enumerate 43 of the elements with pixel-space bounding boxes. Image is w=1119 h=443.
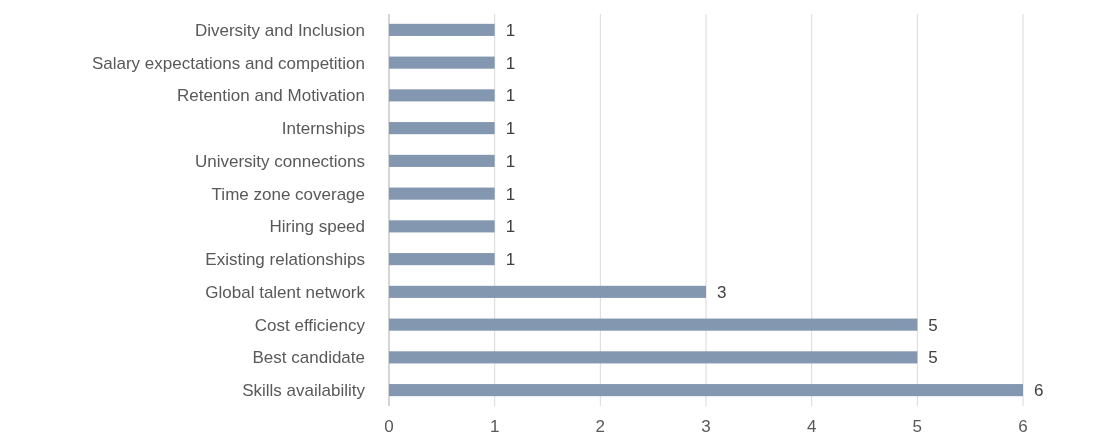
data-label: 1 xyxy=(505,217,516,237)
y-tick-label: Time zone coverage xyxy=(211,184,365,204)
data-label: 5 xyxy=(928,315,938,335)
bar xyxy=(389,351,918,364)
data-label: 1 xyxy=(505,53,516,73)
bar xyxy=(389,56,495,69)
data-label: 1 xyxy=(505,20,516,40)
y-tick-label: Internships xyxy=(281,119,365,139)
data-label: 6 xyxy=(1034,381,1044,401)
data-label: 1 xyxy=(505,119,516,139)
y-tick-label: Hiring speed xyxy=(269,217,365,237)
bar xyxy=(389,285,706,298)
y-tick-label: Diversity and Inclusion xyxy=(194,20,365,40)
y-tick-label: Retention and Motivation xyxy=(176,86,365,106)
data-label: 3 xyxy=(717,282,727,302)
y-tick-label: University connections xyxy=(194,151,365,171)
bar xyxy=(389,253,495,266)
bar xyxy=(389,187,495,200)
bar xyxy=(389,89,495,102)
y-tick-label: Existing relationships xyxy=(205,250,365,270)
y-tick-label: Salary expectations and competition xyxy=(91,53,365,73)
x-tick-label: 4 xyxy=(806,417,817,436)
data-label: 1 xyxy=(505,250,516,270)
data-label: 1 xyxy=(505,86,516,106)
bar xyxy=(389,154,495,167)
x-tick-label: 6 xyxy=(1018,417,1028,436)
y-tick-label: Best candidate xyxy=(252,348,365,368)
data-label: 1 xyxy=(505,151,516,171)
bar xyxy=(389,122,495,135)
x-tick-label: 0 xyxy=(384,417,394,436)
y-tick-label: Global talent network xyxy=(205,282,366,302)
x-tick-label: 2 xyxy=(595,417,606,436)
x-tick-label: 1 xyxy=(489,417,500,436)
y-tick-label: Cost efficiency xyxy=(254,315,366,335)
y-tick-label: Skills availability xyxy=(242,381,366,401)
x-tick-label: 5 xyxy=(912,417,923,436)
data-label: 5 xyxy=(928,348,938,368)
data-label: 1 xyxy=(505,184,516,204)
bar xyxy=(389,220,495,233)
bar xyxy=(389,384,1023,397)
x-tick-label: 3 xyxy=(701,417,711,436)
bar xyxy=(389,318,918,331)
bar xyxy=(389,23,495,36)
